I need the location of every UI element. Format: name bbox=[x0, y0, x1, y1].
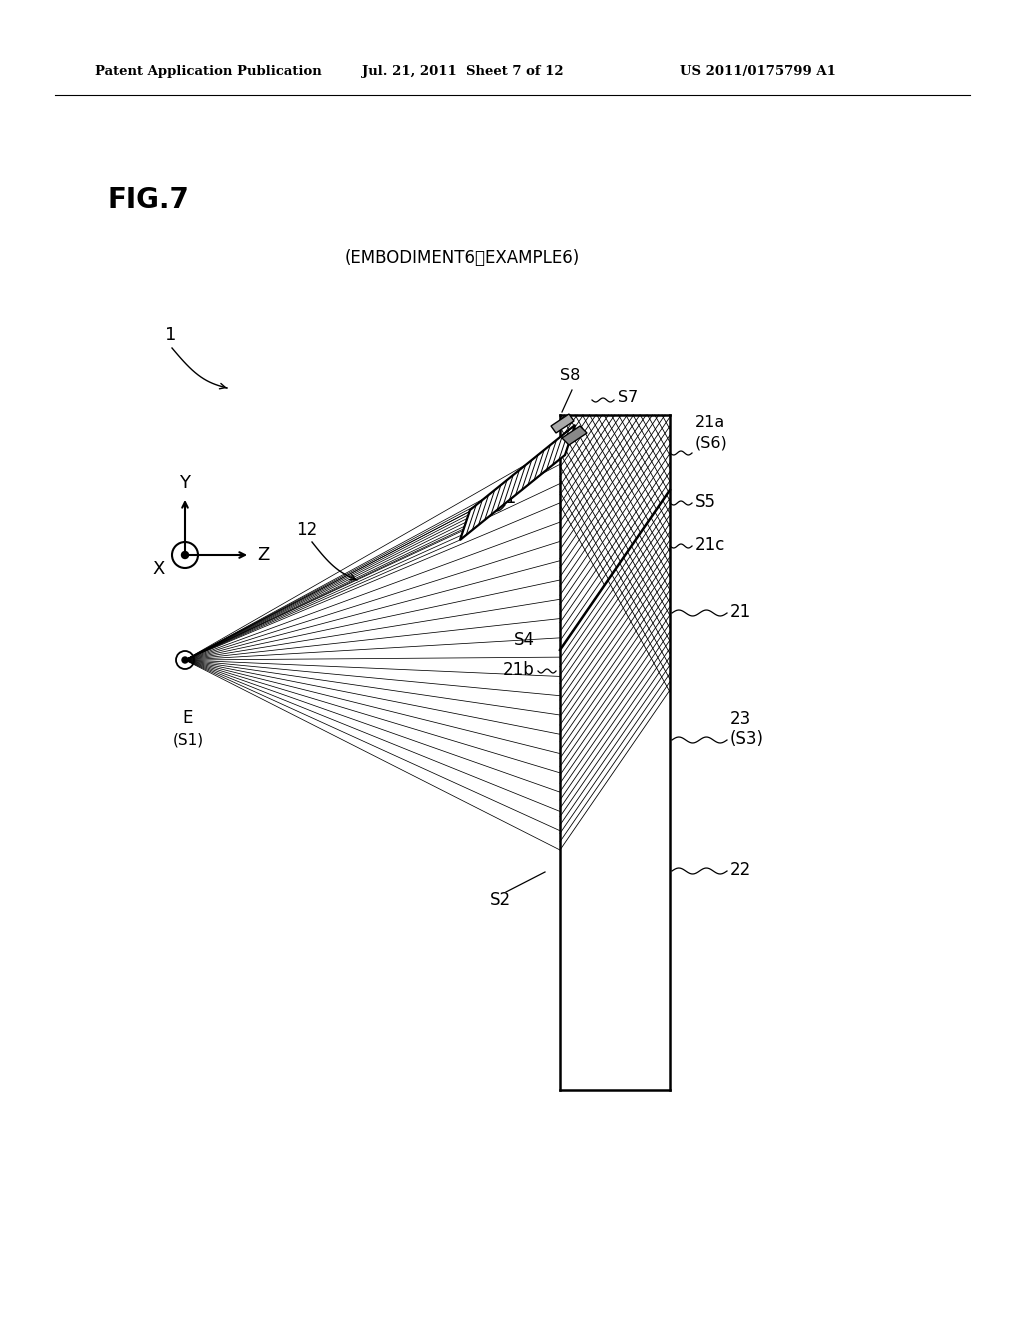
Text: (EMBODIMENT6、EXAMPLE6): (EMBODIMENT6、EXAMPLE6) bbox=[344, 249, 580, 267]
Text: X: X bbox=[153, 560, 165, 578]
Text: 21b: 21b bbox=[503, 661, 535, 678]
Text: Jul. 21, 2011  Sheet 7 of 12: Jul. 21, 2011 Sheet 7 of 12 bbox=[362, 66, 563, 78]
Text: US 2011/0175799 A1: US 2011/0175799 A1 bbox=[680, 66, 836, 78]
Text: Patent Application Publication: Patent Application Publication bbox=[95, 66, 322, 78]
Text: (S3): (S3) bbox=[730, 730, 764, 748]
Text: E: E bbox=[183, 709, 194, 727]
Text: 22: 22 bbox=[730, 861, 752, 879]
Text: S2: S2 bbox=[489, 891, 511, 909]
Text: 21: 21 bbox=[730, 603, 752, 620]
Text: S4: S4 bbox=[514, 631, 535, 649]
Polygon shape bbox=[551, 414, 574, 433]
Text: (S1): (S1) bbox=[172, 733, 204, 747]
Text: 1: 1 bbox=[165, 326, 176, 345]
Text: Z: Z bbox=[257, 546, 269, 564]
Text: S7: S7 bbox=[618, 391, 638, 405]
Circle shape bbox=[181, 552, 188, 558]
Circle shape bbox=[182, 657, 188, 663]
Text: Y: Y bbox=[179, 474, 190, 492]
Text: 11: 11 bbox=[495, 488, 516, 507]
Text: 21a: 21a bbox=[695, 414, 725, 430]
Text: 21c: 21c bbox=[695, 536, 725, 554]
Polygon shape bbox=[562, 426, 587, 445]
Polygon shape bbox=[460, 425, 575, 540]
Text: S5: S5 bbox=[695, 492, 716, 511]
Text: (S6): (S6) bbox=[695, 436, 728, 450]
Text: 12: 12 bbox=[296, 521, 317, 539]
Text: S8: S8 bbox=[560, 368, 581, 383]
Text: 23: 23 bbox=[730, 710, 752, 729]
Text: FIG.7: FIG.7 bbox=[108, 186, 189, 214]
